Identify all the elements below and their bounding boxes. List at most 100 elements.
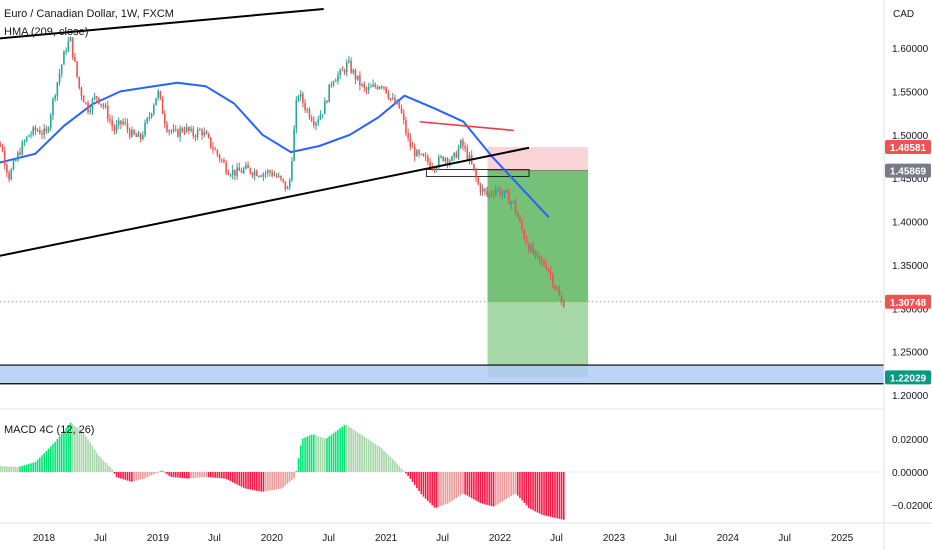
candle-body (319, 114, 322, 120)
candle-body (350, 60, 352, 73)
macd-bar (120, 472, 122, 479)
time-tick-label: 2022 (489, 533, 512, 544)
macd-bar (212, 472, 214, 478)
macd-pane[interactable] (0, 422, 884, 520)
macd-bar (514, 472, 517, 494)
price-pane[interactable] (0, 7, 884, 385)
candle-body (293, 128, 295, 162)
macd-bar (65, 427, 67, 472)
candle-body (326, 100, 328, 103)
candle-body (43, 128, 45, 135)
macd-bar (295, 470, 298, 472)
macd-bar (391, 459, 394, 472)
time-tick-label: 2021 (375, 533, 398, 544)
candle-body (8, 172, 10, 180)
candle-body (56, 82, 59, 96)
candle-body (560, 296, 563, 302)
macd-bar (225, 472, 227, 480)
time-tick-label: 2018 (33, 533, 56, 544)
macd-bar (332, 433, 335, 472)
macd-bar (473, 472, 475, 500)
resistance-trendline[interactable] (419, 120, 514, 132)
price-tick-label: 1.20000 (892, 391, 929, 402)
macd-bar (253, 472, 256, 491)
macd-bar (433, 472, 436, 508)
channel-top-trendline[interactable] (0, 7, 324, 40)
consolidation-box[interactable] (425, 169, 530, 177)
hma-line[interactable] (0, 81, 550, 218)
candle-body (378, 86, 381, 89)
candle-body (179, 128, 181, 137)
macd-bar (405, 472, 407, 474)
candle-body (407, 133, 409, 138)
candle-body (181, 128, 184, 132)
candle-body (60, 64, 63, 74)
candle-body (381, 86, 383, 88)
time-scale[interactable]: 2018 Jul 2019 Jul 2020 Jul 2021 Jul 2022 Jul 2023 J… (33, 533, 854, 544)
macd-bar (499, 472, 501, 503)
macd-bar (554, 472, 556, 518)
macd-bar (508, 472, 510, 498)
candle-body (12, 160, 15, 170)
time-tick-label: Jul (778, 533, 791, 544)
candle-body (505, 190, 508, 193)
candle-body (201, 129, 203, 136)
macd-bar (256, 472, 258, 491)
candle-body (359, 75, 361, 86)
macd-bar (76, 427, 78, 472)
price-tick-label: 1.45000 (892, 174, 929, 185)
macd-scale[interactable]: 0.02000 0.00000 −0.02000 (892, 435, 932, 512)
candle-body (455, 152, 458, 158)
candle-body (398, 101, 401, 109)
candle-body (356, 75, 359, 80)
candle-body (203, 132, 206, 136)
candle-body (376, 86, 379, 89)
candle-body (210, 137, 212, 148)
macd-bar (293, 472, 295, 478)
candle-body (264, 173, 267, 175)
candle-body (251, 173, 254, 176)
macd-bar (297, 458, 300, 472)
candle-body (177, 129, 179, 137)
candle-body (409, 137, 412, 147)
drawings-layer (0, 7, 530, 258)
macd-bar (477, 472, 480, 502)
candle-body (106, 105, 109, 120)
macd-bar (481, 472, 484, 504)
stop-loss-zone[interactable] (487, 147, 589, 171)
macd-bar (30, 463, 32, 472)
candle-body (370, 86, 372, 88)
candle-body (91, 99, 94, 111)
macd-bar (150, 472, 153, 476)
channel-bottom-trendline[interactable] (0, 146, 530, 258)
symbol-title[interactable]: Euro / Canadian Dollar, 1W, FXCM (4, 8, 174, 20)
candle-body (448, 160, 451, 164)
price-scale[interactable]: 1.20000 1.25000 1.30000 1.35000 1.40000 1.450… (892, 44, 929, 402)
candle-body (556, 288, 558, 291)
candle-body (93, 96, 96, 100)
hma-indicator-label[interactable]: HMA (209, close) (4, 26, 89, 38)
price-tick-label: 1.50000 (892, 131, 929, 142)
macd-bar (422, 472, 425, 497)
candle-body (87, 102, 89, 113)
candle-body (30, 134, 32, 136)
candle-body (229, 174, 232, 176)
time-tick-label: 2025 (831, 533, 854, 544)
candle-body (484, 188, 486, 191)
candle-body (538, 255, 541, 260)
macd-bar (183, 472, 186, 479)
candle-body (170, 130, 173, 132)
macd-bar (54, 442, 56, 472)
macd-bar (144, 472, 146, 479)
macd-bar (251, 472, 254, 490)
candle-body (122, 121, 124, 125)
candle-body (249, 168, 252, 174)
candle-body (3, 151, 6, 165)
candle-body (89, 110, 92, 113)
macd-bar (258, 472, 260, 492)
support-zone[interactable] (0, 365, 884, 384)
macd-bar (352, 429, 355, 472)
candle-body (324, 100, 326, 115)
macd-indicator-label[interactable]: MACD 4C (12, 26) (4, 424, 95, 436)
